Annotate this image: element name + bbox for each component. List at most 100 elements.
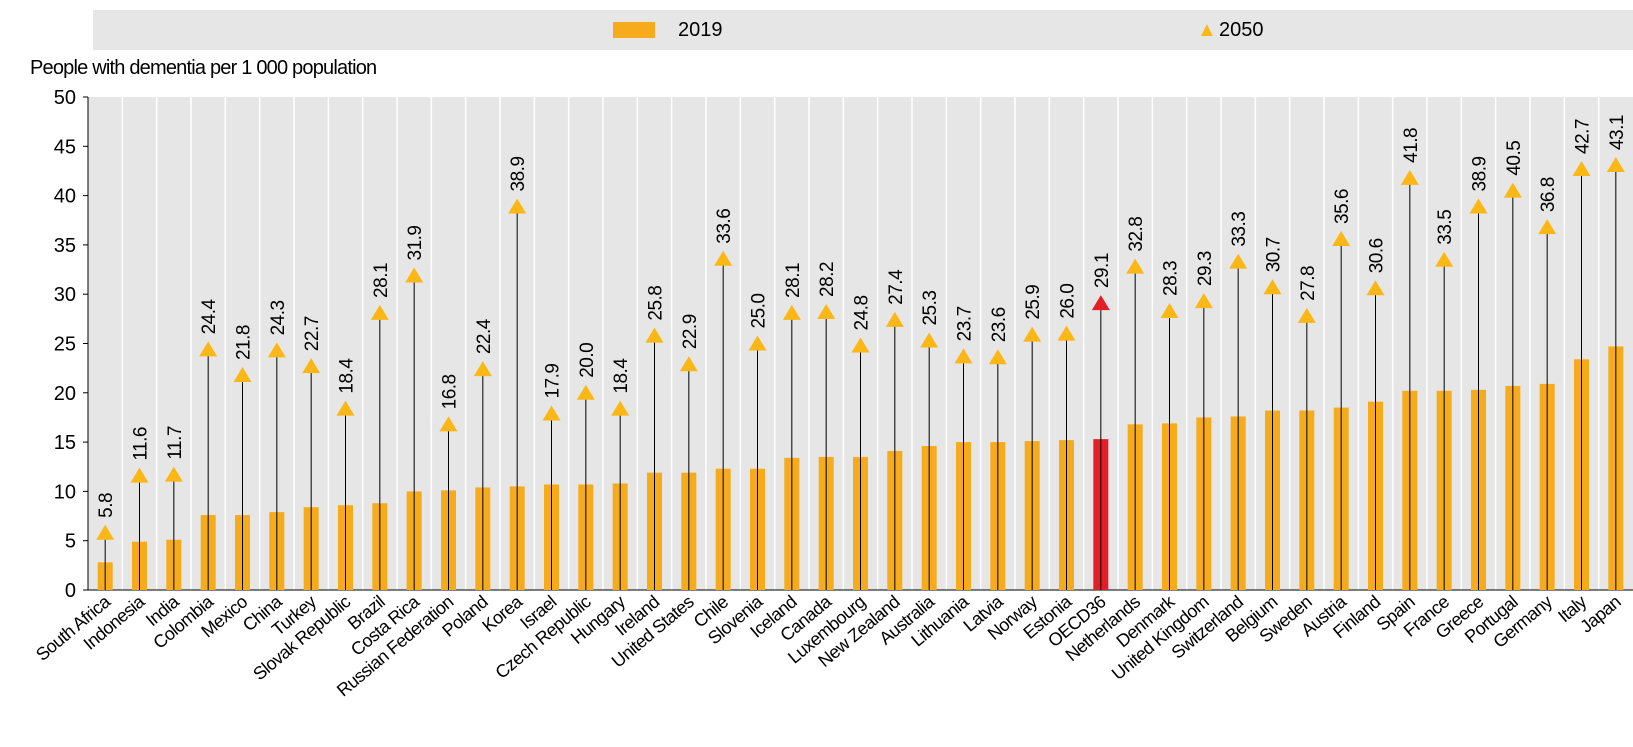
data-label-2050: 20.0	[577, 343, 598, 378]
marker-2050	[267, 342, 286, 358]
marker-2050	[1057, 325, 1076, 341]
legend-label-2050: 2050	[1219, 19, 1264, 41]
triangle-icon: ▲	[1197, 19, 1217, 41]
data-label-2050: 26.0	[1058, 284, 1079, 319]
marker-2050	[405, 267, 424, 283]
data-label-2050: 35.6	[1332, 189, 1353, 224]
data-label-2050: 41.8	[1401, 128, 1422, 163]
marker-2050	[1435, 251, 1454, 267]
data-label-2050: 18.4	[337, 358, 358, 394]
marker-2050	[233, 367, 252, 383]
marker-2050	[1503, 182, 1522, 198]
data-label-2050: 21.8	[234, 325, 255, 360]
data-label-2050: 25.8	[646, 286, 667, 321]
data-label-2050: 38.9	[508, 156, 529, 191]
data-label-2050: 29.1	[1092, 253, 1113, 288]
data-label-2050: 22.7	[302, 316, 323, 351]
y-tick-label: 20	[54, 383, 76, 405]
data-label-2050: 24.8	[852, 295, 873, 330]
y-tick-label: 50	[54, 87, 76, 109]
data-label-2050: 23.6	[989, 307, 1010, 342]
data-label-2050: 40.5	[1504, 141, 1525, 176]
marker-2050	[1194, 293, 1213, 309]
marker-2050	[1400, 169, 1419, 185]
data-label-2050: 24.3	[268, 300, 289, 335]
data-label-2050: 17.9	[543, 364, 564, 399]
marker-2050	[1160, 302, 1179, 318]
marker-2050	[1023, 326, 1042, 342]
y-tick-label: 30	[54, 284, 76, 306]
marker-2050	[130, 467, 149, 483]
marker-2050	[645, 327, 664, 343]
data-label-2050: 42.7	[1573, 119, 1594, 154]
data-label-2050: 27.4	[886, 269, 907, 305]
x-tick-label: Korea	[478, 591, 527, 636]
data-label-2050: 22.9	[680, 314, 701, 349]
data-label-2050: 23.7	[955, 306, 976, 341]
marker-2050	[1126, 258, 1145, 274]
marker-2050	[748, 335, 767, 351]
y-tick-label: 5	[65, 531, 76, 553]
marker-2050	[199, 341, 218, 357]
legend-swatch-2019	[613, 22, 655, 38]
marker-2050	[542, 405, 561, 421]
marker-2050	[336, 400, 355, 416]
data-label-2050: 28.3	[1161, 261, 1182, 296]
marker-2050	[1572, 160, 1591, 176]
data-label-2050: 29.3	[1195, 251, 1216, 286]
data-label-2050: 27.8	[1298, 266, 1319, 301]
y-tick-label: 10	[54, 481, 76, 503]
data-label-2050: 38.9	[1470, 156, 1491, 191]
y-tick-label: 15	[54, 432, 76, 454]
y-tick-label: 40	[54, 186, 76, 208]
marker-2050	[679, 356, 698, 372]
marker-2050	[1263, 279, 1282, 295]
marker-2050	[473, 361, 492, 377]
data-label-2050: 25.3	[920, 291, 941, 326]
marker-2050	[1297, 307, 1316, 323]
marker-2050	[370, 304, 389, 320]
data-label-2050: 28.1	[783, 263, 804, 298]
data-label-2050: 5.8	[96, 493, 117, 518]
marker-2050	[988, 349, 1007, 365]
marker-2050	[1091, 295, 1110, 311]
y-tick-label: 35	[54, 235, 76, 257]
marker-2050	[1538, 219, 1557, 235]
marker-2050	[1332, 230, 1351, 246]
data-label-2050: 33.3	[1229, 212, 1250, 247]
marker-2050	[439, 416, 458, 432]
data-label-2050: 25.9	[1023, 285, 1044, 320]
data-label-2050: 18.4	[611, 358, 632, 394]
data-label-2050: 16.8	[440, 374, 461, 409]
y-tick-label: 25	[54, 334, 76, 356]
marker-2050	[164, 466, 183, 482]
marker-2050	[96, 524, 115, 540]
y-tick-label: 45	[54, 136, 76, 158]
marker-2050	[954, 348, 973, 364]
marker-2050	[1469, 198, 1488, 214]
data-label-2050: 31.9	[405, 225, 426, 260]
data-label-2050: 36.8	[1538, 177, 1559, 212]
y-tick-label: 0	[65, 580, 76, 602]
marker-2050	[1366, 280, 1385, 296]
x-tick-label: Japan	[1576, 592, 1624, 637]
data-label-2050: 28.2	[817, 262, 838, 297]
legend-label-2019: 2019	[678, 19, 723, 41]
data-label-2050: 28.1	[371, 263, 392, 298]
marker-2050	[302, 358, 321, 374]
marker-2050	[1606, 157, 1625, 173]
data-label-2050: 30.6	[1367, 238, 1388, 273]
data-label-2050: 25.0	[749, 294, 770, 329]
data-label-2050: 11.6	[131, 427, 152, 461]
data-label-2050: 43.1	[1607, 115, 1628, 150]
marker-2050	[920, 332, 939, 348]
data-label-2050: 33.5	[1435, 210, 1456, 245]
marker-2050	[611, 400, 630, 416]
data-label-2050: 32.8	[1126, 217, 1147, 252]
data-label-2050: 30.7	[1264, 237, 1285, 272]
data-label-2050: 11.7	[165, 426, 186, 460]
data-label-2050: 22.4	[474, 318, 495, 354]
y-axis-title: People with dementia per 1 000 populatio…	[30, 57, 377, 79]
marker-2050	[782, 304, 801, 320]
